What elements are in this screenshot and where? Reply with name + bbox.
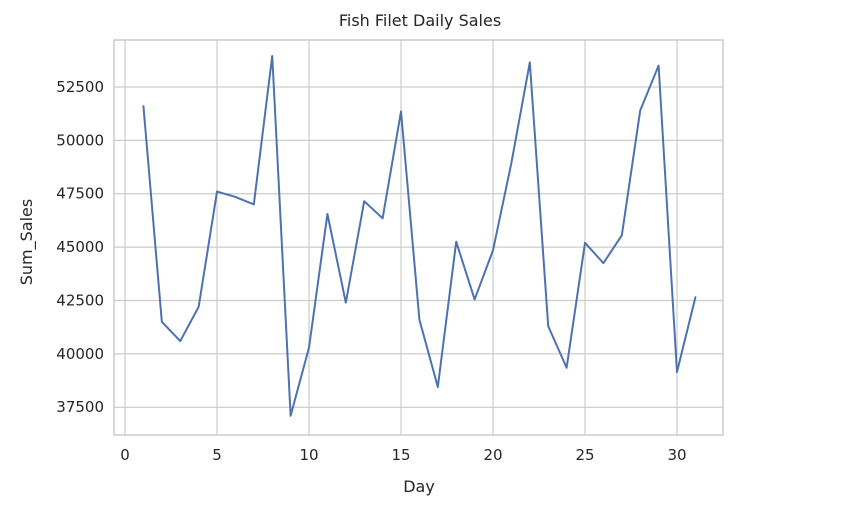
series-layer xyxy=(142,55,697,417)
data-point xyxy=(326,213,329,215)
data-point xyxy=(216,190,218,193)
data-point xyxy=(197,306,200,308)
data-point xyxy=(345,301,347,304)
data-point xyxy=(142,105,145,107)
data-point xyxy=(418,318,421,321)
data-point xyxy=(621,234,623,237)
data-point xyxy=(363,200,366,203)
x-tick-label: 25 xyxy=(575,446,594,464)
y-axis-label: Sum_Sales xyxy=(17,199,37,285)
y-tick-label: 47500 xyxy=(56,185,104,203)
x-tick-label: 5 xyxy=(212,446,222,464)
data-point xyxy=(565,366,568,369)
y-tick-label: 42500 xyxy=(56,291,104,309)
x-tick-label: 15 xyxy=(391,446,410,464)
x-axis: 0 5 10 15 20 25 30 xyxy=(120,446,686,464)
x-axis-label: Day xyxy=(403,477,435,496)
data-point xyxy=(179,340,182,342)
y-tick-label: 52500 xyxy=(56,78,104,96)
data-point xyxy=(161,321,163,323)
data-point xyxy=(657,64,660,67)
data-point xyxy=(253,203,255,206)
data-point xyxy=(694,296,697,299)
data-point xyxy=(271,55,274,57)
data-point xyxy=(381,217,384,220)
data-point xyxy=(584,242,586,244)
data-point xyxy=(510,161,513,164)
data-point xyxy=(400,110,402,113)
y-tick-label: 50000 xyxy=(56,131,104,149)
data-point xyxy=(602,262,605,264)
data-point xyxy=(676,371,678,373)
y-axis: 37500 40000 42500 45000 47500 50000 52500 xyxy=(56,78,104,416)
y-tick-label: 45000 xyxy=(56,238,104,256)
x-tick-label: 0 xyxy=(120,446,130,464)
data-point xyxy=(639,109,642,112)
grid xyxy=(114,40,723,435)
x-tick-label: 30 xyxy=(667,446,686,464)
x-tick-label: 10 xyxy=(299,446,318,464)
chart-title: Fish Filet Daily Sales xyxy=(339,11,501,30)
data-point xyxy=(547,325,550,327)
y-tick-label: 37500 xyxy=(56,398,104,416)
data-point xyxy=(308,346,310,349)
data-point xyxy=(529,61,531,64)
data-point xyxy=(234,196,237,198)
y-tick-label: 40000 xyxy=(56,345,104,363)
x-tick-label: 20 xyxy=(483,446,502,464)
plot-frame xyxy=(113,39,724,436)
series-line xyxy=(142,55,697,417)
data-point xyxy=(473,298,476,301)
data-point xyxy=(492,249,494,252)
data-point xyxy=(455,240,458,243)
data-point xyxy=(289,414,292,417)
data-point xyxy=(437,386,439,388)
